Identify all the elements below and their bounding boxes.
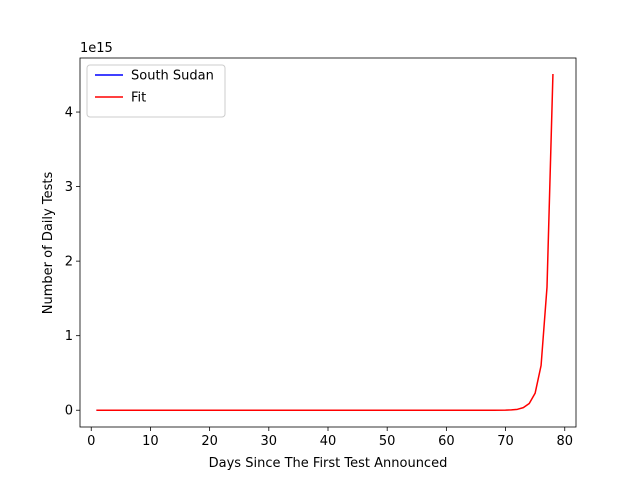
x-tick-label-0: 0 (87, 434, 95, 449)
x-tick-label-20: 20 (201, 434, 218, 449)
y-tick-label-2: 2 (65, 255, 73, 270)
x-tick-label-50: 50 (379, 434, 396, 449)
y-tick-label-1: 1 (65, 329, 73, 344)
legend: South Sudan Fit (86, 64, 226, 118)
x-tick-label-60: 60 (438, 434, 455, 449)
x-tick-label-10: 10 (142, 434, 159, 449)
legend-label-fit: Fit (131, 91, 146, 106)
legend-label-south-sudan: South Sudan (131, 69, 214, 84)
y-tick-label-0: 0 (65, 404, 73, 419)
x-axis-label: Days Since The First Test Announced (209, 456, 448, 471)
axes: 0 10 20 30 40 50 60 70 80 0 1 2 3 4 (65, 57, 577, 449)
x-tick-label-70: 70 (497, 434, 514, 449)
y-axis-label: Number of Daily Tests (41, 172, 56, 315)
series-line-fit (96, 73, 554, 411)
y-tick-label-4: 4 (65, 106, 73, 121)
x-tick-label-80: 80 (556, 434, 573, 449)
y-tick-label-3: 3 (65, 180, 73, 195)
x-tick-label-30: 30 (261, 434, 278, 449)
y-offset-label: 1e15 (80, 41, 113, 56)
legend-box (86, 64, 226, 118)
x-tick-label-40: 40 (320, 434, 337, 449)
plot-area (96, 73, 554, 411)
